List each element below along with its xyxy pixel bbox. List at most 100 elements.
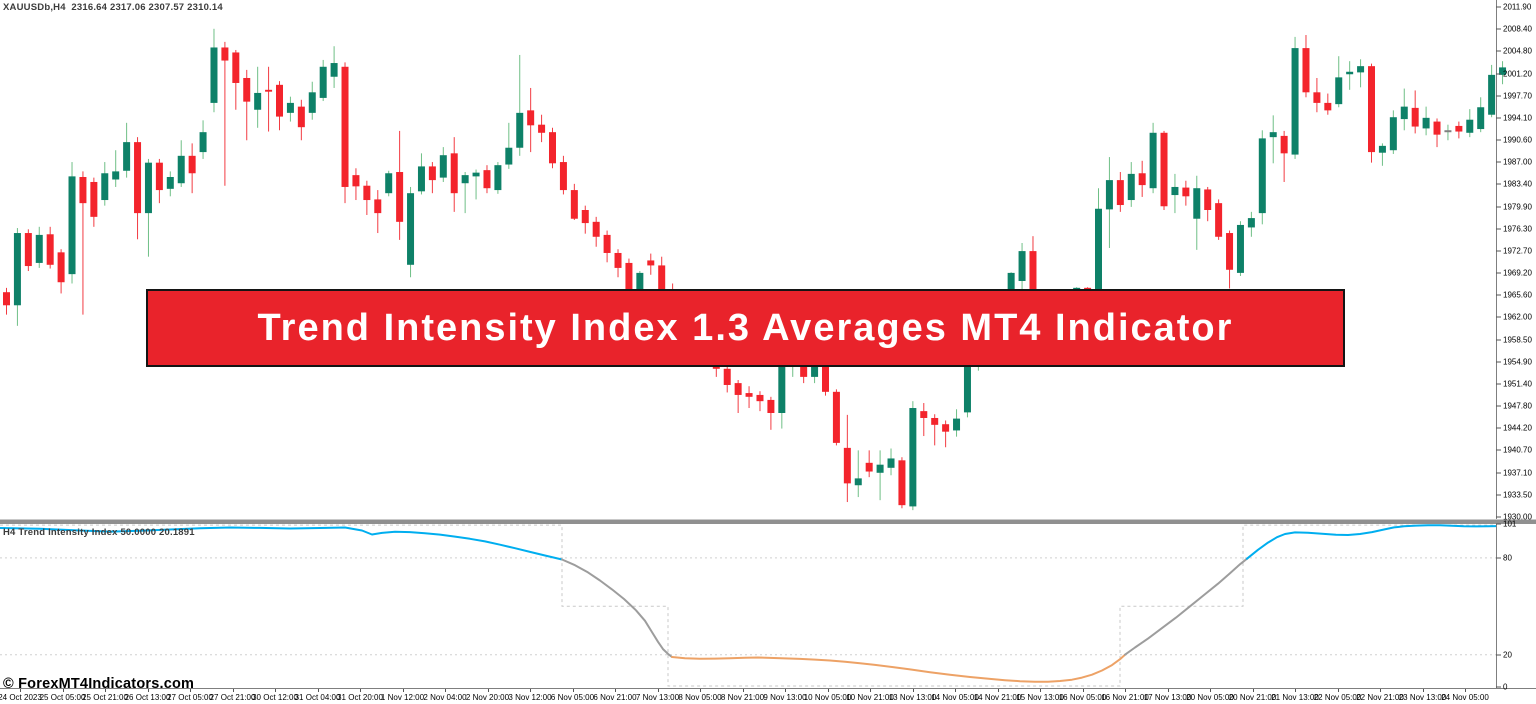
price-axis-label: 1987.00 (1503, 157, 1532, 167)
time-axis-tick (1210, 689, 1211, 692)
copyright-watermark: © ForexMT4Indicators.com (3, 676, 195, 692)
price-axis-tick (1496, 361, 1501, 363)
indicator-scale-tick (1496, 557, 1501, 559)
price-axis-label: 1990.60 (1503, 135, 1532, 145)
time-axis-tick (1082, 689, 1084, 692)
time-axis-tick (62, 689, 64, 692)
promo-banner: Trend Intensity Index 1.3 Averages MT4 I… (146, 289, 1345, 367)
main-chart-area[interactable]: XAUUSDb,H4 2316.64 2317.06 2307.57 2310.… (0, 0, 1536, 519)
price-axis-tick (1496, 228, 1501, 230)
time-axis-label: 30 Oct 12:00 (252, 693, 298, 702)
promo-banner-text: Trend Intensity Index 1.3 Averages MT4 I… (257, 306, 1234, 349)
time-axis-tick (275, 689, 276, 692)
time-axis-tick (317, 689, 319, 692)
time-axis-tick (445, 689, 446, 692)
time-axis-tick (657, 689, 659, 692)
time-axis-tick (1125, 689, 1126, 692)
price-axis-border (1496, 0, 1497, 688)
time-axis-label: 6 Nov 05:00 (550, 693, 595, 702)
time-axis-tick (1465, 689, 1466, 692)
time-axis-label: 1 Nov 12:00 (380, 693, 425, 702)
price-axis-label: 1972.70 (1503, 246, 1532, 256)
time-axis-tick (1380, 689, 1381, 692)
time-axis-tick (1252, 689, 1254, 692)
indicator-scale-label: 80 (1503, 553, 1512, 563)
price-axis-tick (1496, 272, 1501, 274)
time-axis-tick (190, 689, 191, 692)
price-axis-tick (1496, 427, 1501, 429)
price-axis-label: 1962.00 (1503, 312, 1532, 322)
time-axis-tick (997, 689, 999, 692)
time-axis-tick (1422, 689, 1424, 692)
time-axis-label: 10 Nov 21:00 (846, 693, 894, 702)
time-axis-label: 2 Nov 04:00 (423, 693, 467, 702)
time-axis-tick (530, 689, 531, 692)
indicator-label: H4 Trend Intensity Index 50.0000 20.1891 (3, 527, 195, 538)
price-axis-tick (1496, 383, 1501, 385)
time-axis-label: 14 Nov 21:00 (973, 693, 1022, 702)
time-axis-label: 27 Oct 05:00 (167, 693, 213, 702)
time-axis-label: 31 Oct 20:00 (337, 693, 383, 702)
price-axis-label: 1930.00 (1503, 512, 1532, 522)
time-axis-label: 9 Nov 13:00 (763, 693, 807, 702)
time-axis-tick (105, 689, 106, 692)
indicator-scale-label: 20 (1503, 650, 1512, 660)
time-axis-label: 21 Nov 13:00 (1271, 693, 1319, 702)
price-axis-tick (1496, 73, 1501, 75)
price-axis-label: 1958.50 (1503, 335, 1532, 345)
time-axis-tick (572, 689, 574, 692)
price-axis[interactable]: 2011.90 2008.40 2004.80 2001.20 1997.70 1994.… (1496, 0, 1536, 692)
time-axis-label: 26 Oct 13:00 (124, 693, 171, 702)
price-axis-label: 1947.80 (1503, 401, 1532, 411)
price-axis-label: 1969.20 (1503, 268, 1532, 278)
price-axis-label: 1965.60 (1503, 290, 1532, 300)
price-axis-label: 1951.40 (1503, 379, 1532, 389)
time-axis-label: 7 Nov 13:00 (635, 693, 680, 702)
price-axis-tick (1496, 472, 1501, 474)
time-axis-tick (20, 689, 21, 692)
time-axis-tick (700, 689, 701, 692)
time-axis-label: 10 Nov 05:00 (803, 693, 852, 702)
price-axis-tick (1496, 183, 1501, 185)
time-axis-label: 24 Nov 05:00 (1441, 693, 1489, 702)
time-axis[interactable]: 24 Oct 2023 25 Oct 05:00 25 Oct 21:00 26 Oc… (0, 688, 1536, 704)
time-axis-label: 22 Nov 21:00 (1356, 693, 1404, 702)
candlestick-chart (3, 28, 1507, 511)
time-axis-label: 27 Oct 21:00 (209, 693, 256, 702)
time-axis-label: 20 Nov 05:00 (1186, 693, 1234, 702)
price-axis-label: 2011.90 (1503, 2, 1532, 12)
price-axis-tick (1496, 250, 1501, 252)
time-axis-label: 22 Nov 05:00 (1313, 693, 1362, 702)
price-axis-label: 1940.70 (1503, 445, 1532, 455)
price-axis-tick (1496, 161, 1501, 163)
price-axis-tick (1496, 28, 1501, 30)
price-axis-label: 1976.30 (1503, 224, 1532, 234)
indicator-panel[interactable]: H4 Trend Intensity Index 50.0000 20.1891 (0, 524, 1536, 688)
price-axis-label: 2004.80 (1503, 46, 1532, 56)
time-axis-tick (1040, 689, 1041, 692)
price-axis-tick (1496, 50, 1501, 52)
time-axis-label: 23 Nov 13:00 (1398, 693, 1447, 702)
time-axis-label: 24 Oct 2023 (0, 693, 42, 702)
time-axis-label: 31 Oct 04:00 (294, 693, 341, 702)
price-axis-tick (1496, 339, 1501, 341)
time-axis-label: 8 Nov 21:00 (720, 693, 765, 702)
time-axis-tick (955, 689, 956, 692)
time-axis-tick (870, 689, 871, 692)
price-axis-label: 1979.90 (1503, 202, 1532, 212)
price-axis-label: 1937.10 (1503, 468, 1532, 478)
time-axis-label: 2 Nov 20:00 (465, 693, 510, 702)
time-axis-label: 20 Nov 21:00 (1228, 693, 1277, 702)
panel-splitter[interactable] (0, 519, 1536, 524)
price-axis-tick (1496, 449, 1501, 451)
price-axis-tick (1496, 316, 1501, 318)
time-axis-tick (147, 689, 149, 692)
price-axis-tick (1496, 294, 1501, 296)
price-axis-label: 1933.50 (1503, 490, 1532, 500)
price-axis-tick (1496, 139, 1501, 141)
indicator-scale-tick (1496, 654, 1501, 656)
time-axis-label: 16 Nov 05:00 (1058, 693, 1107, 702)
time-axis-label: 3 Nov 12:00 (508, 693, 552, 702)
time-axis-label: 14 Nov 05:00 (931, 693, 979, 702)
chart-title: XAUUSDb,H4 2316.64 2317.06 2307.57 2310.… (3, 2, 223, 13)
